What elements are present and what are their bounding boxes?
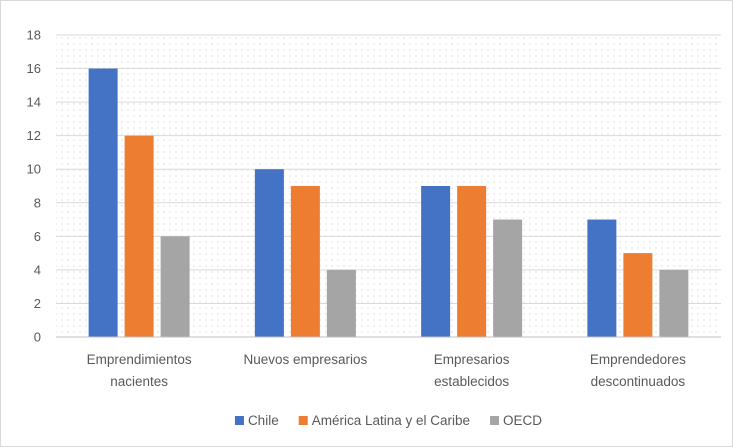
- y-tick-label: 16: [27, 61, 41, 76]
- y-tick-label: 18: [27, 28, 41, 43]
- bar-oecd-2: [493, 219, 523, 337]
- x-tick-label: Emprendedores descontinuados: [590, 352, 686, 389]
- bar-chile-0: [88, 68, 118, 338]
- bar-am-rica-latina-y-el-caribe-1: [290, 186, 320, 337]
- y-tick-label: 14: [27, 95, 41, 110]
- legend-item: Chile: [234, 413, 279, 428]
- bar-chile-2: [421, 186, 451, 337]
- y-tick-label: 8: [34, 195, 41, 210]
- legend-label: América Latina y el Caribe: [312, 413, 470, 428]
- bar-oecd-0: [160, 236, 190, 337]
- y-tick-label: 6: [34, 229, 41, 244]
- x-tick-label: Emprendimientos nacientes: [87, 352, 192, 389]
- bar-chile-1: [254, 169, 284, 337]
- y-tick-label: 4: [34, 262, 41, 277]
- plot-area: [56, 35, 721, 337]
- x-tick-label-line: Nuevos empresarios: [243, 352, 367, 367]
- bar-am-rica-latina-y-el-caribe-2: [457, 186, 487, 337]
- bar-am-rica-latina-y-el-caribe-3: [623, 253, 653, 337]
- legend-swatch: [490, 416, 500, 425]
- bars: [88, 68, 689, 338]
- legend-label: OECD: [503, 413, 542, 428]
- x-axis: Emprendimientos nacientes Nuevos empresari…: [56, 336, 721, 389]
- bar-oecd-3: [659, 269, 689, 337]
- x-tick-label-line: Empresarios: [434, 352, 510, 367]
- legend-label: Chile: [248, 413, 279, 428]
- plot-background: [56, 35, 721, 337]
- y-tick-label: 2: [34, 296, 41, 311]
- bar-oecd-1: [326, 269, 356, 337]
- y-tick-label: 10: [27, 162, 41, 177]
- bar-chile-3: [587, 219, 617, 337]
- x-tick-label-line: Emprendedores: [590, 352, 686, 367]
- legend-swatch: [234, 416, 244, 425]
- x-tick-label-line: nacientes: [110, 374, 168, 389]
- legend-item: OECD: [490, 413, 542, 428]
- x-tick-label-line: establecidos: [434, 374, 509, 389]
- legend: Chile América Latina y el Caribe OECD: [234, 413, 542, 428]
- legend-item: América Latina y el Caribe: [298, 413, 470, 428]
- y-tick-label: 0: [34, 330, 41, 345]
- bar-am-rica-latina-y-el-caribe-0: [124, 135, 154, 337]
- x-tick-label: Nuevos empresarios: [243, 352, 367, 367]
- x-tick-label-line: Emprendimientos: [87, 352, 192, 367]
- legend-swatch: [298, 416, 308, 425]
- y-tick-label: 12: [27, 128, 41, 143]
- x-tick-label: Empresarios establecidos: [434, 352, 510, 389]
- y-axis: 0 2 4 6 8 10 12 14 16 18: [27, 28, 41, 345]
- x-tick-label-line: descontinuados: [591, 374, 686, 389]
